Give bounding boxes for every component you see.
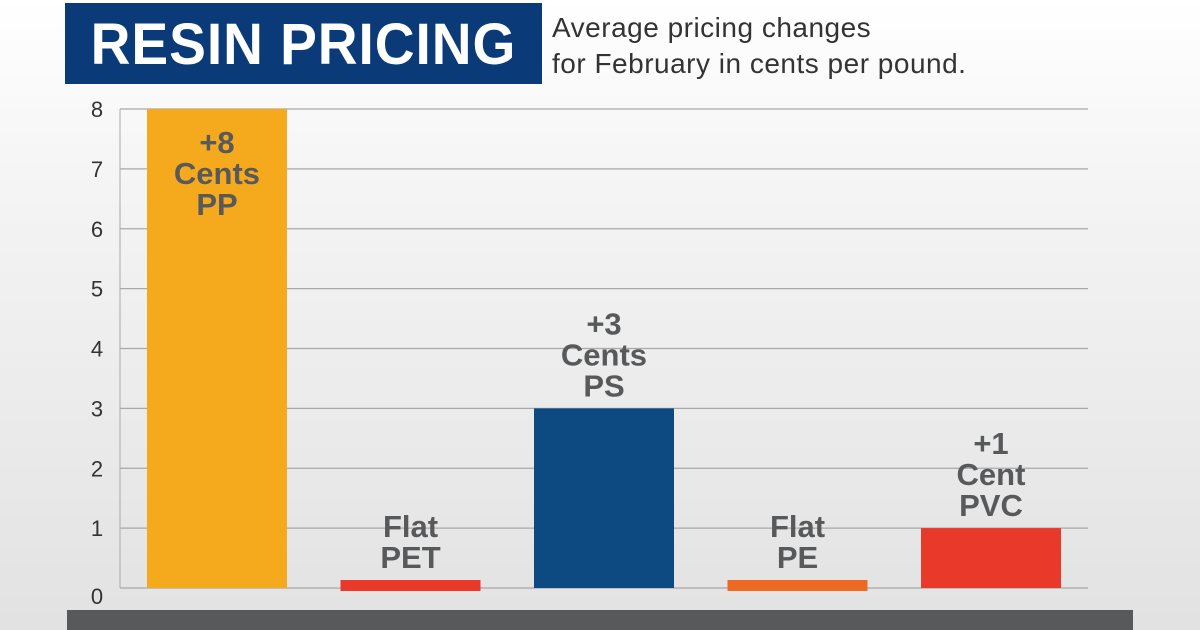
y-tick-label: 1 xyxy=(91,516,103,541)
subtitle-line-1: Average pricing changes xyxy=(552,12,872,43)
data-label-pet: Flat xyxy=(383,509,438,544)
y-tick-label: 8 xyxy=(91,97,103,122)
y-tick-label: 4 xyxy=(91,337,103,362)
y-tick-label: 3 xyxy=(91,396,103,421)
bar-ps xyxy=(534,408,674,588)
y-tick-label: 5 xyxy=(91,277,103,302)
data-label-pvc: Cent xyxy=(957,457,1026,492)
bar-pet xyxy=(340,580,481,591)
y-tick-label: 6 xyxy=(91,217,103,242)
chart-title: RESIN PRICING xyxy=(90,12,517,77)
data-label-pvc: PVC xyxy=(959,488,1023,523)
y-tick-label: 7 xyxy=(91,157,103,182)
y-tick-label: 0 xyxy=(91,584,103,609)
y-tick-label: 2 xyxy=(91,456,103,481)
title-banner: RESIN PRICING xyxy=(65,3,542,84)
data-label-pe: Flat xyxy=(770,509,825,544)
data-label-ps: Cents xyxy=(561,337,647,372)
data-label-pet: PET xyxy=(380,540,440,575)
data-label-pe: PE xyxy=(777,540,818,575)
data-label-pp: Cents xyxy=(174,156,260,191)
bar-pvc xyxy=(921,528,1061,588)
data-label-pp: +8 xyxy=(199,125,234,160)
bottom-base-bar xyxy=(67,610,1133,630)
data-label-pp: PP xyxy=(196,187,237,222)
data-label-pvc: +1 xyxy=(973,426,1008,461)
chart-subtitle: Average pricing changes for February in … xyxy=(552,10,966,82)
data-label-ps: PS xyxy=(583,368,624,403)
subtitle-line-2: for February in cents per pound. xyxy=(552,48,967,79)
bar-pp xyxy=(147,109,287,588)
data-label-ps: +3 xyxy=(586,306,621,341)
bar-pe xyxy=(727,580,868,591)
